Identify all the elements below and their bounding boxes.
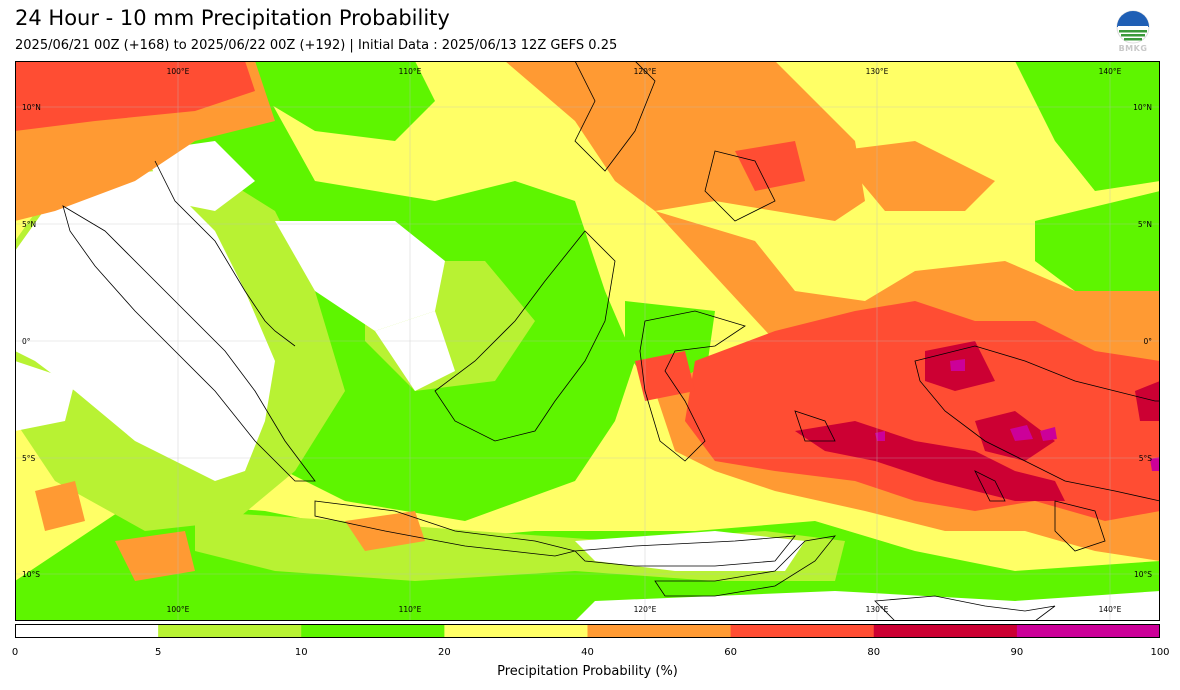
lon-label-top-100e: 100°E xyxy=(167,67,190,76)
lon-label-top-130e: 130°E xyxy=(866,67,889,76)
colorbar-tick-label: 60 xyxy=(724,647,737,658)
colorbar-tick-label: 0 xyxy=(11,647,19,658)
colorbar-tick-label: 90 xyxy=(1010,647,1024,658)
colorbar xyxy=(15,624,1160,638)
colorbar-frame xyxy=(15,624,1160,638)
map-title: 24 Hour - 10 mm Precipitation Probabilit… xyxy=(15,6,450,30)
lon-label-bottom-100e: 100°E xyxy=(167,605,190,614)
lat-label-left-10s: 10°S xyxy=(22,570,40,579)
colorbar-bin-20-40 xyxy=(444,624,589,638)
colorbar-tick-label: 100 xyxy=(1150,647,1170,658)
coastlines xyxy=(62,61,1160,621)
lon-label-bottom-140e: 140°E xyxy=(1099,605,1122,614)
colorbar-bin-90-100 xyxy=(1016,624,1160,638)
colorbar-tick-label: 80 xyxy=(867,647,881,658)
precipitation-map: 100°E 110°E 120°E 130°E 140°E 100°E 110°… xyxy=(15,61,1160,621)
colorbar-tick-label: 40 xyxy=(581,647,594,658)
prob-60-80-layer xyxy=(15,61,1160,521)
lon-label-top-110e: 110°E xyxy=(399,67,422,76)
colorbar-bin-10-20 xyxy=(301,624,445,638)
logo-text: BMKG xyxy=(1118,44,1148,53)
lat-label-right-0: 0° xyxy=(1143,337,1152,346)
lat-label-left-10n: 10°N xyxy=(22,103,41,112)
colorbar-bin-40-60 xyxy=(587,624,732,638)
lat-label-right-10n: 10°N xyxy=(1133,103,1152,112)
colorbar-bin-0-5 xyxy=(15,624,159,638)
lon-label-top-120e: 120°E xyxy=(634,67,657,76)
colorbar-bin-5-10 xyxy=(158,624,302,638)
bmkg-logo-icon xyxy=(1116,10,1150,44)
colorbar-tick-label: 10 xyxy=(294,647,308,658)
lon-label-bottom-120e: 120°E xyxy=(634,605,657,614)
lat-label-left-5n: 5°N xyxy=(22,220,36,229)
colorbar-label: Precipitation Probability (%) xyxy=(497,664,678,679)
map-graticule xyxy=(15,61,1160,621)
lon-label-bottom-110e: 110°E xyxy=(399,605,422,614)
lat-label-right-10s: 10°S xyxy=(1134,570,1152,579)
prob-90-100-layer xyxy=(875,359,1160,471)
lon-label-bottom-130e: 130°E xyxy=(866,605,889,614)
lat-label-left-5s: 5°S xyxy=(22,454,36,463)
lat-label-left-0: 0° xyxy=(22,337,31,346)
lat-label-right-5s: 5°S xyxy=(1139,454,1153,463)
map-subtitle: 2025/06/21 00Z (+168) to 2025/06/22 00Z … xyxy=(15,38,618,53)
lon-label-top-140e: 140°E xyxy=(1099,67,1122,76)
map-frame xyxy=(15,61,1160,621)
prob-0-5-layer xyxy=(15,141,1160,621)
colorbar-bin-60-80 xyxy=(730,624,875,638)
lat-label-right-5n: 5°N xyxy=(1138,220,1152,229)
prob-80-90-layer xyxy=(795,341,1160,501)
colorbar-tick-label: 20 xyxy=(438,647,451,658)
colorbar-bin-80-90 xyxy=(873,624,1018,638)
colorbar-tick-label: 5 xyxy=(154,647,162,658)
